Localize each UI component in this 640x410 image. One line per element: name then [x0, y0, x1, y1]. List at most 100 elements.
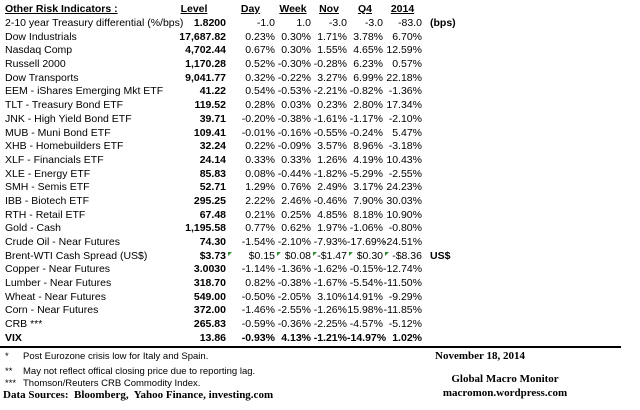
cell-day: 0.28% [245, 99, 275, 112]
cell-extra: US$ [430, 249, 451, 262]
cell-week: 0.62% [281, 222, 311, 235]
cell-q4: $0.30 [347, 250, 383, 264]
cell-y2014: -0.80% [388, 222, 422, 235]
table-row: Copper - Near Futures 3.0030 -1.14% -1.36% -… [5, 263, 635, 277]
cell-week: 0.33% [281, 153, 311, 166]
table-row: Wheat - Near Futures 549.00 -0.50% -2.05% 3.… [5, 291, 635, 305]
cell-day: -0.59% [241, 318, 275, 331]
table-row: Crude Oil - Near Futures 74.30 -1.54% -2.10… [5, 236, 635, 250]
cell-day: -0.01% [241, 126, 275, 139]
cell-week: 0.25% [281, 208, 311, 221]
col-header-week: Week [279, 3, 307, 15]
cell-y2014: -3.18% [388, 140, 422, 153]
cell-level: 52.71 [199, 181, 226, 194]
cell-label: Russell 2000 [5, 58, 66, 71]
cell-flag-icon [277, 251, 281, 256]
cell-day: 0.21% [245, 208, 275, 221]
cell-y2014: -5.12% [388, 318, 422, 331]
cell-week: 4.13% [281, 331, 311, 344]
cell-label: Dow Industrials [5, 30, 77, 43]
cell-nov: -1.26% [313, 304, 347, 317]
cell-label: RTH - Retail ETF [5, 208, 86, 221]
cell-level: 41.22 [199, 85, 226, 98]
cell-q4: 3.78% [353, 30, 383, 43]
cell-level: 119.52 [194, 99, 226, 112]
cell-week: -0.36% [277, 318, 311, 331]
cell-y2014: -1.36% [388, 85, 422, 98]
footnote-text: Thomson/Reuters CRB Commodity Index. [23, 378, 201, 389]
table-row: 2-10 year Treasury differential (%/bps) 1… [5, 17, 635, 31]
footnote-marker: * [5, 351, 9, 362]
cell-nov: 3.57% [317, 140, 347, 153]
cell-level: $3.73 [199, 249, 226, 262]
table-row: Gold - Cash 1,195.58 0.77% 0.62% 1.97% -1.06%… [5, 222, 635, 236]
cell-day: -1.54% [241, 236, 275, 248]
cell-nov: -3.0 [328, 17, 347, 29]
cell-q4: -17.69% [347, 236, 387, 248]
table-row: Lumber - Near Futures 318.70 0.82% -0.38% -1… [5, 277, 635, 291]
cell-label: Copper - Near Futures [5, 263, 111, 276]
table-row: XLF - Financials ETF 24.14 0.33% 0.33% 1.26%… [5, 154, 635, 168]
cell-y2014: 10.90% [386, 208, 422, 221]
table-row: TLT - Treasury Bond ETF 119.52 0.28% 0.03% 0… [5, 99, 635, 113]
cell-nov: 1.26% [317, 153, 347, 166]
cell-week: -0.22% [277, 71, 311, 84]
footnote-marker: *** [5, 378, 17, 389]
cell-q4: -4.57% [349, 318, 383, 331]
cell-week: -0.38% [277, 112, 311, 125]
cell-level: 39.71 [199, 112, 226, 125]
cell-q4: -0.24% [349, 126, 383, 139]
cell-week: -2.10% [277, 236, 311, 248]
cell-level: 1,170.28 [185, 58, 226, 71]
cell-nov: -1.21% [313, 331, 347, 344]
cell-day: -0.20% [241, 112, 275, 125]
cell-q4: 4.19% [353, 153, 383, 166]
col-header-day: Day [240, 3, 261, 15]
cell-nov: 2.49% [317, 181, 347, 194]
footnote-2: ** May not reflect offical closing price … [5, 366, 255, 377]
cell-day: 0.52% [245, 58, 275, 71]
cell-day: -0.50% [241, 290, 275, 303]
cell-day: 1.29% [245, 181, 275, 194]
cell-y2014: -$8.36 [383, 250, 422, 264]
cell-nov: -0.46% [313, 194, 347, 207]
cell-y2014: 5.47% [392, 126, 422, 139]
cell-q4: 7.90% [353, 194, 383, 207]
cell-day: $0.15 [226, 250, 275, 264]
cell-week: -0.09% [277, 140, 311, 153]
cell-day: -0.93% [241, 331, 275, 344]
cell-level: 13.86 [199, 331, 226, 344]
footnote-3: *** Thomson/Reuters CRB Commodity Index. [5, 378, 200, 389]
cell-week: -0.38% [277, 277, 311, 290]
footnote-marker: ** [5, 366, 13, 377]
cell-level: 67.48 [199, 208, 226, 221]
cell-week: -0.30% [277, 58, 311, 71]
table-title-text: Other Risk Indicators : [5, 3, 118, 15]
cell-day: 0.82% [245, 277, 275, 290]
cell-day: 0.23% [245, 30, 275, 43]
cell-label: XLF - Financials ETF [5, 153, 104, 166]
cell-week: -0.44% [277, 167, 311, 180]
table-body: 2-10 year Treasury differential (%/bps) 1… [5, 17, 635, 346]
cell-week: -1.36% [277, 263, 311, 276]
cell-label: JNK - High Yield Bond ETF [5, 112, 132, 125]
table-row: SMH - Semis ETF 52.71 1.29% 0.76% 2.49% 3.17%… [5, 181, 635, 195]
cell-week: 1.0 [296, 17, 311, 29]
cell-level: 318.70 [193, 277, 226, 290]
cell-nov: 0.23% [317, 99, 347, 112]
data-sources-line: Data Sources: Bloomberg, Yahoo Finance, … [3, 389, 274, 401]
cell-day: -1.0 [256, 17, 275, 29]
cell-extra: (bps) [430, 17, 456, 29]
cell-label: XLE - Energy ETF [5, 167, 91, 180]
cell-q4: 6.99% [353, 71, 383, 84]
cell-label: Crude Oil - Near Futures [5, 236, 120, 248]
cell-label: SMH - Semis ETF [5, 181, 90, 194]
cell-y2014: -24.51% [383, 236, 423, 248]
cell-y2014: -11.85% [383, 304, 422, 317]
cell-y2014: 24.23% [386, 181, 422, 194]
cell-day: 2.22% [245, 194, 275, 207]
risk-indicators-table: Other Risk Indicators : Level Day Week N… [5, 3, 635, 346]
cell-label: IBB - Biotech ETF [5, 194, 90, 207]
table-title: Other Risk Indicators : [5, 3, 162, 16]
cell-day: -1.46% [241, 304, 275, 317]
